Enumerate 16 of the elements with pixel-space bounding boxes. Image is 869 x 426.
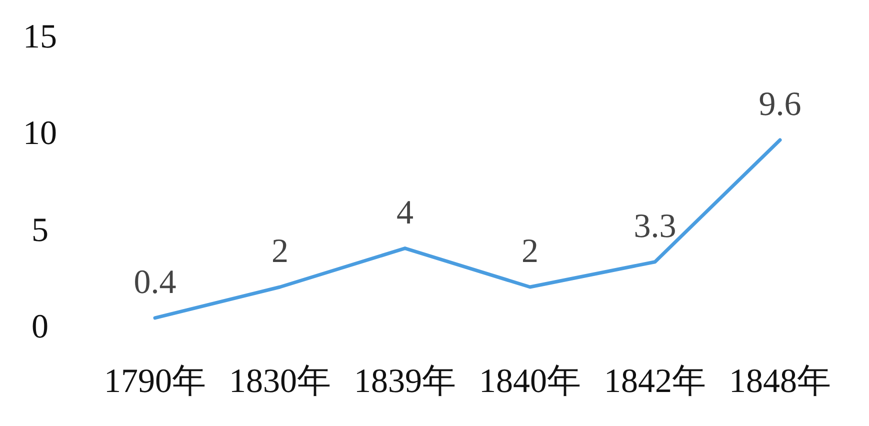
data-label: 0.4 xyxy=(134,264,176,301)
x-tick: 1842年 xyxy=(604,363,706,400)
x-tick: 1848年 xyxy=(729,363,831,400)
data-label: 2 xyxy=(522,233,538,270)
data-label: 2 xyxy=(272,233,288,270)
data-label: 3.3 xyxy=(634,208,676,245)
y-tick: 15 xyxy=(23,18,57,56)
y-tick: 5 xyxy=(32,212,48,249)
y-tick: 10 xyxy=(23,115,57,152)
x-tick: 1830年 xyxy=(229,363,331,400)
y-tick: 0 xyxy=(32,308,48,346)
data-label: 9.6 xyxy=(758,86,802,123)
x-tick: 1840年 xyxy=(479,363,581,400)
x-tick: 1839年 xyxy=(354,363,456,400)
x-tick: 1790年 xyxy=(104,363,206,400)
data-label: 4 xyxy=(396,194,414,232)
